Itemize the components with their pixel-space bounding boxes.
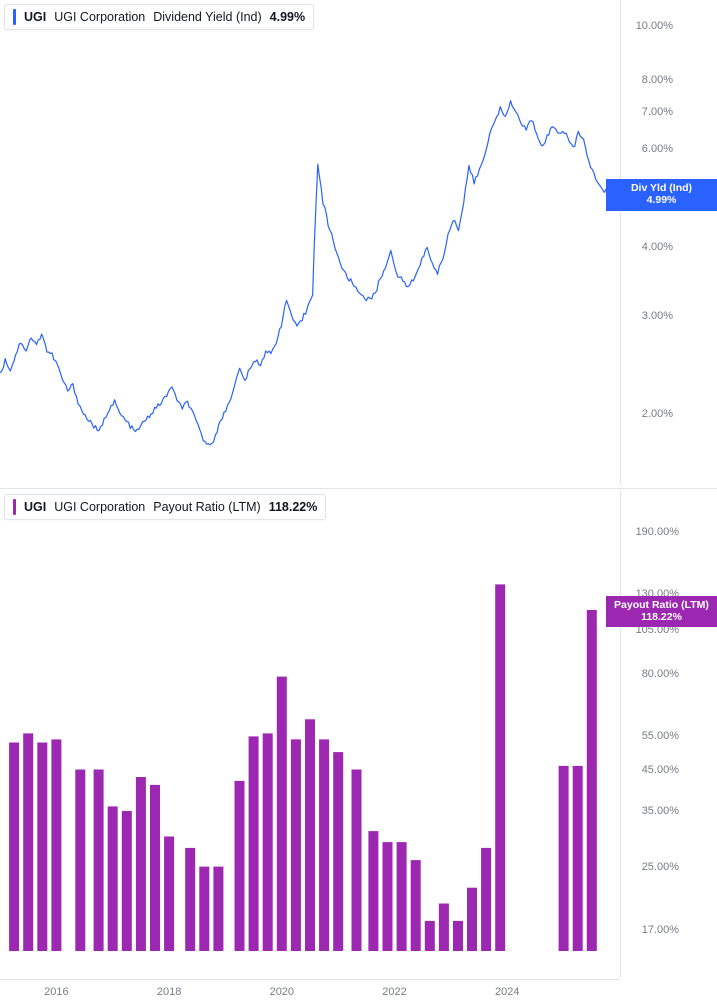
legend-ticker: UGI xyxy=(24,500,46,514)
y-tick-label: 8.00% xyxy=(642,74,673,86)
x-tick-label: 2024 xyxy=(495,986,519,998)
legend-metric-name: Dividend Yield (Ind) xyxy=(153,10,261,24)
payout-ratio-bar xyxy=(467,888,477,951)
panel-separator xyxy=(0,488,717,489)
legend-company-name: UGI Corporation xyxy=(54,500,145,514)
line-chart-plot[interactable] xyxy=(0,3,620,483)
payout-ratio-bar xyxy=(263,733,273,951)
payout-ratio-bar xyxy=(397,842,407,951)
payout-ratio-bar xyxy=(37,743,47,952)
payout-ratio-bar xyxy=(213,867,223,951)
x-tick-label: 2022 xyxy=(382,986,406,998)
y-tick-label: 17.00% xyxy=(642,924,679,936)
payout-ratio-bar xyxy=(319,739,329,951)
x-axis-time: 2016 2018 2020 2022 2024 xyxy=(0,980,620,1004)
y-tick-label: 35.00% xyxy=(642,805,679,817)
y-tick-label: 7.00% xyxy=(642,106,673,118)
payout-ratio-chart-panel[interactable]: UGI UGI Corporation Payout Ratio (LTM) 1… xyxy=(0,490,717,978)
payout-ratio-bar xyxy=(368,831,378,951)
payout-ratio-bar xyxy=(305,719,315,951)
payout-ratio-bar xyxy=(587,610,597,951)
payout-ratio-bar xyxy=(425,921,435,951)
y-tick-label: 80.00% xyxy=(642,668,679,680)
payout-ratio-bar xyxy=(573,766,583,951)
payout-ratio-bar xyxy=(150,785,160,951)
payout-ratio-bar xyxy=(9,743,19,952)
y-tick-label: 25.00% xyxy=(642,861,679,873)
legend-accent xyxy=(13,9,16,25)
payout-ratio-bar xyxy=(108,806,118,951)
bar-chart-svg xyxy=(0,493,620,951)
legend-company-name: UGI Corporation xyxy=(54,10,145,24)
payout-ratio-bar xyxy=(23,733,33,951)
payout-ratio-bar xyxy=(51,739,61,951)
legend-accent xyxy=(13,499,16,515)
payout-ratio-bar xyxy=(185,848,195,951)
payout-ratio-bar xyxy=(439,904,449,952)
payout-ratio-bar xyxy=(199,867,209,951)
dividend-yield-line xyxy=(0,101,620,445)
payout-ratio-bar xyxy=(249,736,259,951)
payout-ratio-bar xyxy=(481,848,491,951)
y-tick-label: 4.00% xyxy=(642,241,673,253)
line-chart-svg xyxy=(0,3,620,483)
payout-ratio-bar xyxy=(411,860,421,951)
payout-ratio-bar xyxy=(559,766,569,951)
payout-ratio-bar xyxy=(383,842,393,951)
y-tick-label: 55.00% xyxy=(642,730,679,742)
payout-ratio-bar xyxy=(164,837,174,952)
y-tick-label: 10.00% xyxy=(636,20,673,32)
dividend-yield-chart-panel[interactable]: UGI UGI Corporation Dividend Yield (Ind)… xyxy=(0,0,717,485)
payout-ratio-bar xyxy=(291,739,301,951)
y-axis-payout-ratio: 17.00%25.00%35.00%45.00%55.00%80.00%105.… xyxy=(620,490,717,978)
legend-metric-value: 4.99% xyxy=(270,10,305,24)
y-tick-label: 2.00% xyxy=(642,408,673,420)
payout-ratio-bar xyxy=(136,777,146,951)
legend-payout-ratio: UGI UGI Corporation Payout Ratio (LTM) 1… xyxy=(4,494,326,520)
legend-ticker: UGI xyxy=(24,10,46,24)
legend-dividend-yield: UGI UGI Corporation Dividend Yield (Ind)… xyxy=(4,4,314,30)
x-tick-label: 2018 xyxy=(157,986,181,998)
bar-chart-plot[interactable] xyxy=(0,493,620,951)
legend-metric-value: 118.22% xyxy=(269,500,318,514)
payout-ratio-bar xyxy=(453,921,463,951)
value-tag-payout-ratio: Payout Ratio (LTM)118.22% xyxy=(606,596,717,627)
y-tick-label: 3.00% xyxy=(642,310,673,322)
payout-ratio-bar xyxy=(495,584,505,951)
payout-ratio-bar xyxy=(277,677,287,951)
payout-ratio-bar xyxy=(75,770,85,952)
payout-ratio-bar xyxy=(122,811,132,951)
x-tick-label: 2016 xyxy=(44,986,68,998)
payout-ratio-bar xyxy=(352,770,362,952)
y-axis-dividend-yield: 2.00%3.00%4.00%5.00%6.00%7.00%8.00%10.00… xyxy=(620,0,717,485)
payout-ratio-bar xyxy=(235,781,245,951)
value-tag-dividend-yield: Div Yld (Ind)4.99% xyxy=(606,179,717,210)
page-root: { "layout": { "width": 717, "height": 10… xyxy=(0,0,717,1005)
payout-ratio-bar xyxy=(333,752,343,951)
y-tick-label: 45.00% xyxy=(642,764,679,776)
legend-metric-name: Payout Ratio (LTM) xyxy=(153,500,260,514)
payout-ratio-bar xyxy=(94,770,104,952)
y-tick-label: 6.00% xyxy=(642,143,673,155)
x-tick-label: 2020 xyxy=(270,986,294,998)
y-tick-label: 190.00% xyxy=(636,526,679,538)
